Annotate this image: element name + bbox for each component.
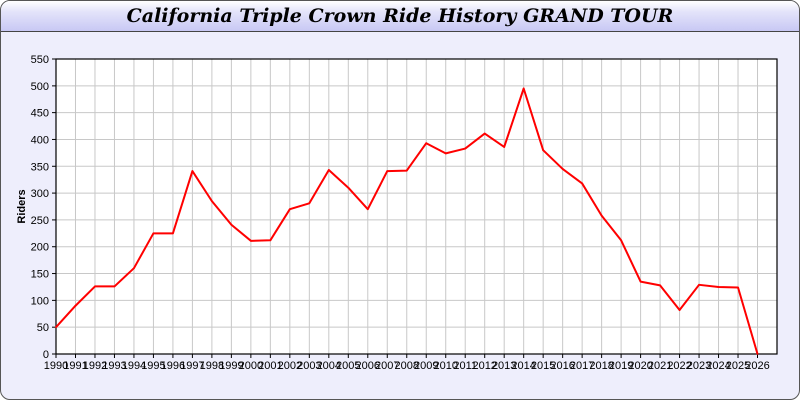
data-point	[425, 142, 428, 145]
data-point	[386, 170, 389, 172]
x-tick-label: 1994	[122, 360, 146, 372]
data-point	[94, 285, 96, 288]
data-point	[464, 147, 467, 150]
data-point	[74, 304, 77, 307]
x-tick-label: 2006	[356, 360, 380, 372]
y-tick-label: 150	[31, 269, 49, 281]
data-point	[561, 168, 564, 170]
x-tick-label: 2008	[395, 360, 419, 372]
data-point	[289, 208, 291, 210]
title-bar: California Triple Crown Ride History GRA…	[1, 1, 799, 32]
y-tick-label: 400	[31, 134, 49, 146]
data-point	[483, 132, 486, 135]
x-tick-label: 2004	[317, 360, 341, 372]
data-point	[620, 239, 622, 242]
x-tick-label: 2005	[336, 360, 360, 372]
x-tick-label: 2014	[511, 360, 535, 372]
x-tick-label: 2012	[472, 360, 496, 372]
y-tick-label: 350	[31, 161, 49, 173]
y-tick-label: 300	[31, 188, 49, 200]
data-point	[756, 353, 759, 355]
chart-title: California Triple Crown Ride History GRA…	[126, 5, 674, 27]
x-tick-label: 2023	[687, 360, 711, 372]
x-tick-label: 2001	[258, 360, 282, 372]
x-tick-label: 2025	[726, 360, 750, 372]
x-tick-label: 1991	[63, 360, 87, 372]
x-tick-label: 2010	[433, 360, 457, 372]
data-point	[737, 286, 739, 289]
x-tick-label: 2016	[550, 360, 574, 372]
data-point	[503, 146, 505, 148]
data-point	[405, 169, 408, 172]
data-point	[211, 200, 213, 202]
x-tick-label: 2024	[706, 360, 730, 372]
data-point	[191, 170, 194, 172]
data-point	[678, 309, 681, 311]
y-tick-label: 0	[43, 349, 49, 361]
data-point	[230, 223, 233, 226]
data-point	[347, 186, 350, 189]
x-tick-label: 1999	[219, 360, 243, 372]
data-point	[55, 326, 57, 328]
data-point	[152, 232, 155, 235]
y-tick-label: 100	[31, 295, 49, 307]
data-point	[113, 285, 116, 288]
data-point	[698, 284, 700, 286]
x-tick-label: 2020	[628, 360, 652, 372]
data-point	[581, 182, 583, 185]
x-tick-label: 2022	[667, 360, 691, 372]
data-point	[659, 284, 661, 287]
x-tick-label: 2009	[414, 360, 438, 372]
x-tick-label: 1998	[200, 360, 224, 372]
y-tick-label: 50	[37, 322, 49, 334]
data-point	[522, 87, 525, 90]
y-tick-label: 550	[31, 54, 49, 66]
y-tick-label: 200	[31, 242, 49, 254]
x-tick-label: 1995	[141, 360, 165, 372]
y-tick-label: 450	[31, 108, 49, 120]
data-point	[600, 214, 603, 217]
x-tick-label: 2021	[648, 360, 672, 372]
x-tick-label: 2000	[239, 360, 263, 372]
data-point	[639, 280, 642, 283]
y-axis-label: Riders	[16, 189, 28, 223]
data-point	[328, 169, 330, 171]
data-point	[542, 149, 544, 151]
data-point	[172, 232, 174, 235]
x-tick-label: 2026	[745, 360, 769, 372]
x-tick-label: 1992	[83, 360, 107, 372]
x-tick-label: 2019	[609, 360, 633, 372]
data-point	[250, 240, 252, 242]
x-tick-label: 2002	[278, 360, 302, 372]
x-tick-label: 2011	[453, 360, 477, 372]
x-tick-label: 2017	[570, 360, 594, 372]
x-tick-label: 1990	[44, 360, 68, 372]
data-point	[444, 152, 447, 155]
data-point	[717, 286, 720, 288]
y-tick-label: 250	[31, 215, 49, 227]
y-tick-label: 500	[31, 81, 49, 93]
x-tick-label: 2018	[589, 360, 613, 372]
data-point	[366, 208, 369, 210]
x-tick-label: 2015	[531, 360, 555, 372]
data-point	[133, 267, 135, 269]
x-tick-label: 1996	[161, 360, 185, 372]
x-tick-label: 1997	[180, 360, 204, 372]
plot-border	[55, 58, 778, 355]
data-point	[308, 202, 311, 205]
x-tick-label: 1993	[102, 360, 126, 372]
x-tick-label: 2003	[297, 360, 321, 372]
data-point	[269, 239, 272, 242]
plot-area	[56, 59, 777, 354]
x-tick-label: 2007	[375, 360, 399, 372]
x-tick-label: 2013	[492, 360, 516, 372]
